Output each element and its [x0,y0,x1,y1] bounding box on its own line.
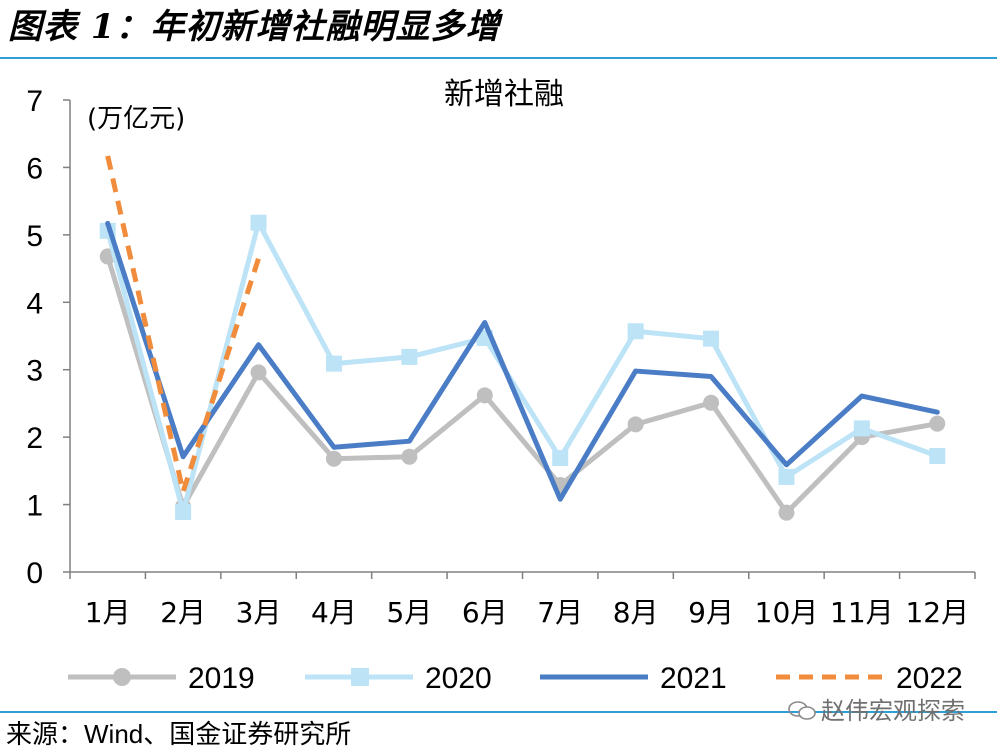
y-tick-label: 2 [26,422,43,455]
x-tick-label: 5月 [386,596,432,629]
y-tick-label: 1 [26,490,43,523]
y-tick-label: 0 [26,557,43,590]
series-2020-point [778,468,795,485]
series-2019 [99,248,946,521]
series-2020-point [929,448,946,465]
series-2020-line [105,220,940,515]
series-2019-line [105,253,940,516]
axes: 0 1 2 3 4 5 6 7 1月 2月 3月 4月 5月 6月 7月 8月 9月 10月 11月 12月 [26,85,976,629]
x-tick-label: 7月 [537,596,583,629]
legend-2022-label: 2022 [896,662,963,695]
series-2019-point [929,415,946,432]
series-2020-point [853,420,870,437]
series-2019-point [703,394,720,411]
series-2021 [105,220,940,502]
series-2019-point [401,448,418,465]
y-unit-label: (万亿元) [87,104,185,134]
legend-2019-marker [113,668,131,686]
y-tick-label: 3 [26,355,43,388]
series-2020-point [552,450,569,467]
watermark: 赵伟宏观探索 [787,694,965,728]
series-2022 [105,155,261,495]
series-2019-point [325,450,342,467]
source-note: 来源：Wind、国金证券研究所 [6,719,352,749]
series-2019-point [778,504,795,521]
series-2020-point [401,348,418,365]
series-group [99,155,946,521]
x-tick-label: 2月 [160,596,206,629]
x-tick-label: 6月 [462,596,508,629]
legend-2019-label: 2019 [188,662,255,695]
series-2020-point [703,330,720,347]
legend-2021-label: 2021 [660,662,727,695]
legend: 2019 2020 2021 2022 [68,662,963,695]
series-2020-point [627,323,644,340]
x-tick-label: 9月 [688,596,734,629]
x-tick-label: 1月 [85,596,131,629]
y-tick-label: 7 [26,85,43,118]
series-2022-line [105,155,261,495]
series-2020-point [325,355,342,372]
chart-title: 新增社融 [444,77,564,112]
y-tick-label: 5 [26,220,43,253]
x-tick-label: 12月 [905,596,969,629]
x-tick-label: 4月 [311,596,357,629]
x-tick-label: 11月 [830,596,894,629]
series-2021-line [105,220,940,502]
series-2020-point [175,503,192,520]
x-tick-label: 8月 [613,596,659,629]
series-2019-point [627,416,644,433]
legend-2020-marker [351,668,369,686]
series-2020-point [250,214,267,231]
chat-bubbles-icon [788,701,816,720]
x-tick-label: 3月 [236,596,282,629]
series-2019-point [476,387,493,404]
y-tick-label: 4 [26,287,43,320]
x-tick-label: 10月 [755,596,819,629]
y-tick-label: 6 [26,152,43,185]
watermark-text: 赵伟宏观探索 [821,697,965,725]
series-2020 [99,214,946,520]
figure-heading: 图表 1：年初新增社融明显多增 [8,7,501,47]
legend-2020-label: 2020 [425,662,492,695]
series-2019-point [250,364,267,381]
